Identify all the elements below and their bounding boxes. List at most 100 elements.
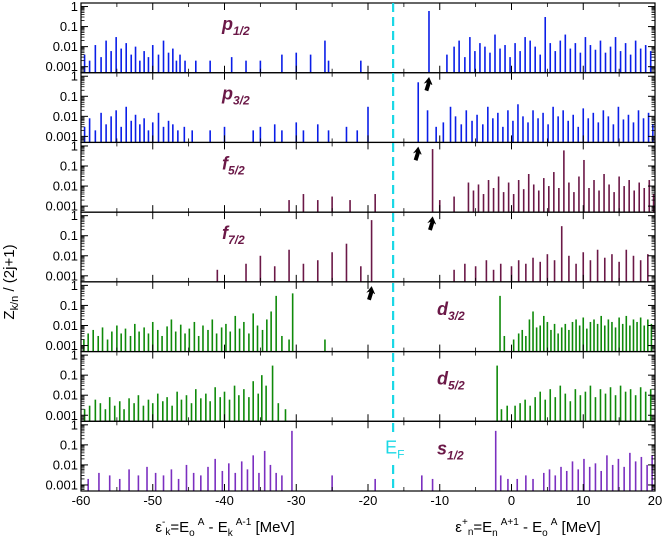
y-tick-label-p12: 1 bbox=[71, 0, 78, 14]
y-tick-label-f52: 0.001 bbox=[45, 199, 78, 214]
xr-sup3: A bbox=[551, 517, 558, 528]
y-tick-label-p32: 0.1 bbox=[60, 89, 78, 104]
xr-mid2: - E bbox=[519, 519, 542, 536]
y-tick-label-s12: 1 bbox=[71, 417, 78, 432]
y-tick-label-p32: 1 bbox=[71, 69, 78, 84]
xl-mid: =E bbox=[170, 519, 189, 536]
xl-sub2: o bbox=[189, 528, 195, 539]
xl-sub3: k bbox=[228, 528, 234, 539]
arrow-marker-p12 bbox=[423, 76, 433, 92]
x-tick-label: -50 bbox=[143, 493, 162, 508]
panel-label-d32: d3/2 bbox=[437, 299, 465, 323]
x-tick-label: -10 bbox=[430, 493, 449, 508]
x-axis-label-right: ε+n=EnA+1 - EoA [MeV] bbox=[455, 517, 600, 539]
y-tick-label-p12: 0.1 bbox=[60, 19, 78, 34]
xr-mid: =E bbox=[473, 519, 492, 536]
xl-sub1: k bbox=[165, 527, 171, 538]
panel-f72: 1 0.1 0.01 0.001 f7/2 bbox=[45, 208, 656, 283]
panel-label-sub-f72: 7/2 bbox=[228, 233, 245, 247]
y-tick-label-f52: 0.1 bbox=[60, 159, 78, 174]
fermi-label: EF bbox=[385, 437, 404, 461]
x-axis: -60 -50 -40 -30 -20 -10 0 10 20 bbox=[72, 493, 663, 508]
panel-label-main-f72: f bbox=[222, 223, 230, 243]
x-axis-label-left: ε-k=EoA - EkA-1 [MeV] bbox=[155, 517, 294, 539]
panel-label-d52: d5/2 bbox=[437, 369, 465, 393]
xr-eps: ε bbox=[455, 519, 462, 536]
y-label-rest: / (2j+1) bbox=[1, 244, 18, 295]
x-tick-label: -60 bbox=[72, 493, 91, 508]
panel-label-sub-p12: 1/2 bbox=[233, 24, 250, 38]
y-tick-label-f72: 0.001 bbox=[45, 268, 78, 283]
x-tick-label: -40 bbox=[215, 493, 234, 508]
xr-sub2: n bbox=[492, 528, 498, 539]
panel-label-p32: p3/2 bbox=[221, 84, 250, 108]
panel-label-sub-f52: 5/2 bbox=[228, 163, 245, 177]
xl-mid2: - E bbox=[204, 519, 227, 536]
y-tick-label-f72: 0.01 bbox=[53, 248, 78, 263]
y-tick-label-f52: 1 bbox=[71, 138, 78, 153]
xr-sup1: + bbox=[462, 517, 468, 528]
panel-label-main-d52: d bbox=[437, 369, 449, 389]
panel-frame-s12 bbox=[80, 420, 656, 492]
y-label-sub: k/n bbox=[9, 296, 21, 311]
panel-label-p12: p1/2 bbox=[221, 14, 250, 38]
y-tick-label-p32: 0.01 bbox=[53, 109, 78, 124]
x-tick-label: 10 bbox=[576, 493, 590, 508]
y-tick-label-d32: 0.01 bbox=[53, 318, 78, 333]
xr-unit: [MeV] bbox=[557, 519, 600, 536]
panel-f52: 1 0.1 0.01 0.001 f5/2 bbox=[45, 138, 656, 214]
arrow-marker-f72 bbox=[366, 286, 375, 301]
panel-label-main-p12: p bbox=[221, 14, 233, 34]
arrow-marker-f52 bbox=[427, 216, 436, 231]
xl-sup2: A bbox=[198, 517, 205, 528]
fermi-label-bg bbox=[383, 435, 408, 462]
y-tick-label-f72: 1 bbox=[71, 208, 78, 223]
y-tick-label-d52: 0.1 bbox=[60, 368, 78, 383]
panel-s12: 1 0.1 0.01 0.001 s1/2 bbox=[45, 417, 656, 492]
y-tick-label-d52: 0.001 bbox=[45, 408, 78, 423]
panel-p32: 1 0.1 0.01 0.001 p3/2 bbox=[45, 69, 656, 144]
panel-label-sub-s12: 1/2 bbox=[447, 448, 464, 462]
y-tick-label-d32: 0.1 bbox=[60, 298, 78, 313]
y-tick-label-f72: 0.1 bbox=[60, 228, 78, 243]
x-tick-label: 20 bbox=[648, 493, 662, 508]
panel-label-sub-d52: 5/2 bbox=[448, 379, 465, 393]
xl-unit: [MeV] bbox=[251, 519, 294, 536]
y-axis-label: Zk/n / (2j+1) bbox=[1, 244, 21, 319]
xl-sup1: - bbox=[162, 517, 165, 528]
panel-d32: 1 0.1 0.01 0.001 d3/2 bbox=[45, 278, 656, 353]
y-label-main: Z bbox=[1, 310, 18, 319]
xr-sub3: o bbox=[542, 528, 548, 539]
panel-label-main-f52: f bbox=[222, 153, 230, 173]
y-tick-label-f52: 0.01 bbox=[53, 179, 78, 194]
panel-frame-p12 bbox=[80, 2, 656, 74]
xl-eps: ε bbox=[155, 519, 162, 536]
y-tick-label-d32: 0.001 bbox=[45, 338, 78, 353]
fermi-label-sub: F bbox=[397, 447, 404, 461]
xr-sup2: A+1 bbox=[501, 517, 520, 528]
panel-label-f72: f7/2 bbox=[222, 223, 245, 247]
y-tick-label-s12: 0.1 bbox=[60, 437, 78, 452]
panel-label-f52: f5/2 bbox=[222, 153, 245, 177]
panel-label-s12: s1/2 bbox=[437, 438, 464, 462]
y-tick-label-p32: 0.001 bbox=[45, 129, 78, 144]
panel-label-sub-p32: 3/2 bbox=[233, 94, 250, 108]
y-tick-label-d52: 0.01 bbox=[53, 388, 78, 403]
xl-sup3: A-1 bbox=[236, 517, 252, 528]
panels-group: 10.10.010.001p1/210.10.010.001p3/210.10.… bbox=[45, 0, 656, 492]
y-tick-label-d32: 1 bbox=[71, 278, 78, 293]
fermi-label-main: E bbox=[385, 437, 397, 457]
panel-label-main-s12: s bbox=[437, 438, 447, 458]
y-tick-label-p12: 0.01 bbox=[53, 39, 78, 54]
panel-label-main-d32: d bbox=[437, 299, 449, 319]
xr-sub1: n bbox=[468, 527, 474, 538]
panel-p12: 1 0.1 0.01 0.001 p1/2 bbox=[45, 0, 656, 74]
panel-label-sub-d32: 3/2 bbox=[448, 309, 465, 323]
x-tick-label: -20 bbox=[359, 493, 378, 508]
panel-label-main-p32: p bbox=[221, 84, 233, 104]
panel-d52: 1 0.1 0.01 0.001 d5/2 bbox=[45, 348, 656, 423]
y-tick-label-s12: 0.001 bbox=[45, 477, 78, 492]
x-tick-label: 0 bbox=[508, 493, 515, 508]
arrow-marker-p32 bbox=[412, 146, 422, 161]
